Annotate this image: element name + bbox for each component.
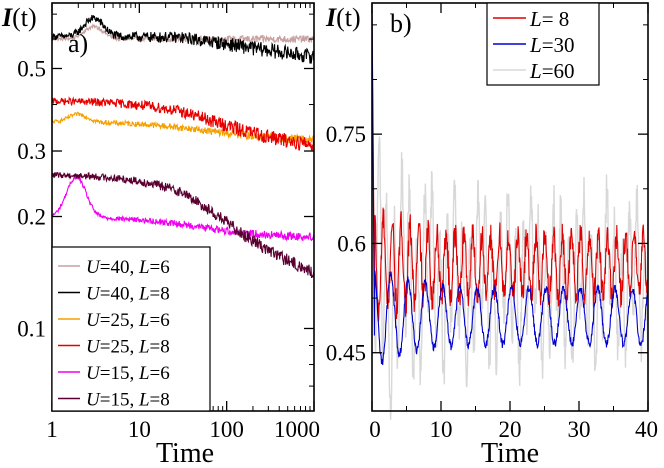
x-tick-label: 1 [46, 417, 58, 442]
x-tick-label: 30 [568, 417, 591, 442]
x-tick-label: 100 [209, 417, 244, 442]
y-tick-label: 0.45 [326, 341, 366, 366]
series-line-a-5 [51, 175, 315, 242]
legend-label: L=30 [529, 33, 575, 57]
x-tick-label: 40 [635, 417, 658, 442]
panel-b-legend-entries: L= 8L=30L=60 [493, 7, 575, 83]
panel-b: 0 10 20 30 400.450.60.75 b) I(t) Time L= 8L=… [325, 2, 658, 468]
panel-b-legend: L= 8L=30L=60 [486, 2, 600, 86]
x-tick-label: 10 [128, 417, 151, 442]
legend-label: U=40, L=6 [86, 257, 170, 278]
panel-a-series [51, 14, 315, 278]
series-line-b-1 [371, 10, 649, 322]
panel-a-ylabel: I(t) [1, 3, 37, 32]
legend-label: U=40, L=8 [86, 284, 170, 305]
x-tick-label: 20 [499, 417, 522, 442]
x-tick-label: 0 [369, 417, 381, 442]
series-line-a-3 [51, 111, 315, 144]
legend-label: L= 8 [529, 7, 569, 31]
series-line-b-2 [371, 10, 649, 366]
panel-b-tick-labels: 0 10 20 30 40 0.45 0.6 0.75 [326, 122, 658, 442]
legend-label: U=25, L=8 [86, 337, 170, 358]
y-tick-label: 0.1 [17, 316, 46, 341]
legend-label: U=25, L=6 [86, 310, 170, 331]
panel-b-series [371, 10, 649, 420]
y-tick-label: 0.3 [17, 139, 46, 164]
panel-b-xlabel: Time [481, 438, 539, 468]
y-tick-label: 0.75 [326, 122, 366, 147]
panel-b-label: b) [390, 9, 412, 38]
series-line-b-3 [371, 10, 649, 420]
series-line-a-6 [51, 171, 315, 278]
series-line-a-2 [51, 14, 315, 64]
y-tick-label: 0.2 [17, 205, 46, 230]
x-tick-label: 1000 [274, 417, 320, 442]
legend-label: U=15, L=8 [86, 390, 170, 411]
legend-label: L=60 [529, 59, 575, 83]
panel-a-tick-labels: 1 10 100 1000 0.1 0.2 0.3 0.5 [17, 56, 320, 442]
panel-a-xlabel: Time [156, 438, 214, 468]
panel-a-label: a) [68, 29, 88, 58]
y-tick-label: 0.6 [337, 231, 366, 256]
panel-b-ticks [371, 3, 649, 411]
panel-b-ylabel: I(t) [325, 3, 361, 32]
x-tick-label: 10 [430, 417, 453, 442]
series-line-a-4 [51, 95, 315, 152]
panel-a-legend: U=40, L=6 U=40, L=8 U=25, L=6 U=25, L=8 U=15… [51, 246, 211, 412]
legend-label: U=15, L=6 [86, 363, 170, 384]
panel-a-legend-box [51, 246, 211, 412]
panel-a-legend-entries: U=40, L=6 U=40, L=8 U=25, L=6 U=25, L=8 U=15… [58, 257, 170, 411]
panel-a: 1 10 100 1000 0.1 0.2 0.3 0.5 a) I(t) Time U=40… [1, 2, 320, 468]
y-tick-label: 0.5 [17, 56, 46, 81]
